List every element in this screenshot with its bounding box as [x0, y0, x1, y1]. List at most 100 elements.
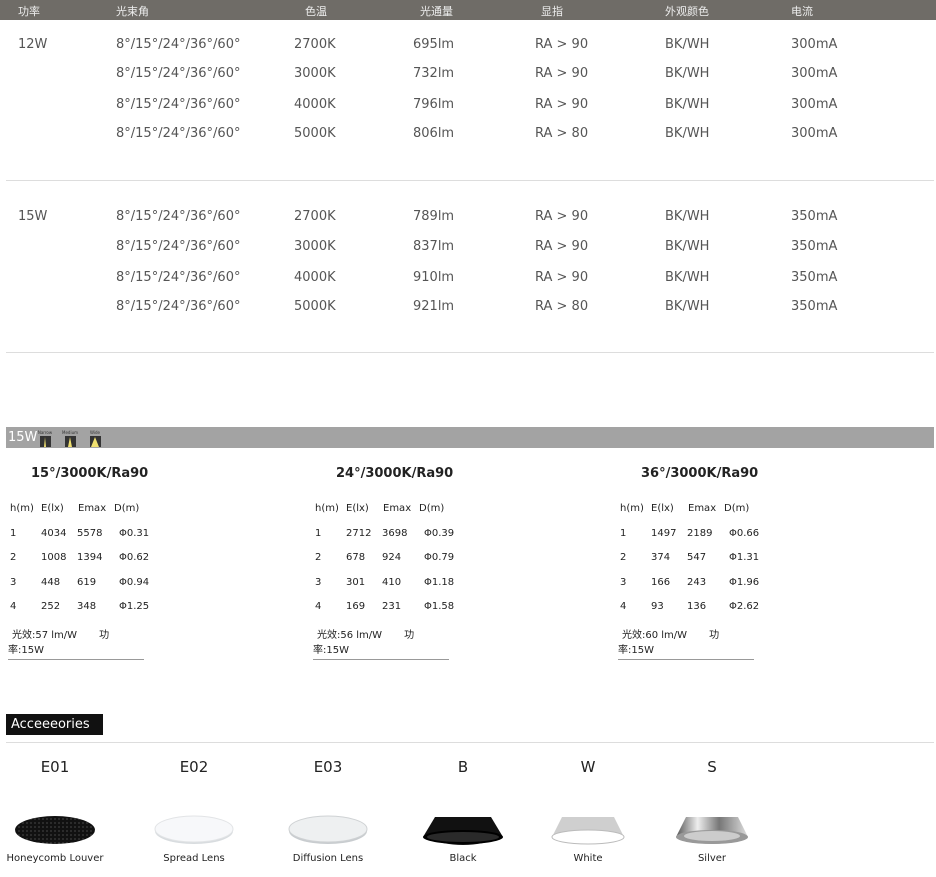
power-cell: 15W — [18, 209, 48, 224]
photometric-cell: 1497 — [651, 528, 677, 539]
spec-cell: 796lm — [413, 97, 455, 112]
photometric-cell: 301 — [346, 577, 366, 588]
spec-cell: 910lm — [413, 270, 455, 285]
spec-cell: BK/WH — [665, 126, 710, 141]
medium-beam-icon: Medium — [62, 430, 78, 447]
photometric-header: E(lx) — [651, 503, 674, 514]
header-cri: 显指 — [541, 5, 563, 18]
narrow-beam-icon: Narrow — [37, 430, 53, 447]
photometric-header: h(m) — [315, 503, 339, 514]
spec-cell: RA > 80 — [535, 126, 589, 141]
accessory-item: B Black — [403, 758, 523, 864]
spec-cell: 300mA — [791, 126, 838, 141]
photometric-cell: 2 — [10, 552, 17, 563]
accessory-name: Diffusion Lens — [292, 853, 364, 864]
photometric-cell: 619 — [77, 577, 97, 588]
spec-cell: BK/WH — [665, 239, 710, 254]
spec-cell: RA > 90 — [535, 66, 589, 81]
photometric-cell: Φ1.58 — [424, 601, 455, 612]
accessory-name: Honeycomb Louver — [6, 853, 104, 864]
accessory-code: E03 — [313, 758, 343, 776]
photometric-cell: 2189 — [687, 528, 713, 539]
spec-cell: 350mA — [791, 239, 838, 254]
photometric-cell: 4 — [620, 601, 627, 612]
accessory-item: E03 Diffusion Lens — [268, 758, 388, 864]
spec-cell: BK/WH — [665, 270, 710, 285]
accessory-code: B — [457, 758, 469, 776]
photometric-footer: 光效:60 lm/W 功率:15W — [618, 626, 754, 660]
photometric-header: h(m) — [620, 503, 644, 514]
accessories-label: Acceeeories — [6, 714, 103, 735]
accessory-code: S — [707, 758, 717, 776]
spec-cell: RA > 90 — [535, 239, 589, 254]
photometric-bar: 15W Narrow Medium Wide — [6, 427, 934, 448]
photometric-cell: Φ1.25 — [119, 601, 150, 612]
efficacy: 光效:57 lm/W — [12, 630, 78, 641]
spec-cell: 8°/15°/24°/36°/60° — [116, 66, 241, 81]
spec-table-header: 功率 光束角 色温 光通量 显指 外观颜色 电流 — [0, 0, 936, 20]
header-power: 功率 — [18, 5, 40, 18]
accessory-code: W — [580, 758, 596, 776]
spec-cell: 8°/15°/24°/36°/60° — [116, 299, 241, 314]
spec-cell: 300mA — [791, 97, 838, 112]
accessory-name: White — [573, 853, 603, 864]
divider — [6, 352, 934, 353]
spec-cell: BK/WH — [665, 97, 710, 112]
accessory-code: E02 — [179, 758, 209, 776]
photometric-cell: 136 — [687, 601, 707, 612]
photometric-cell: 3698 — [382, 528, 408, 539]
spec-cell: BK/WH — [665, 66, 710, 81]
photometric-cell: 4 — [315, 601, 322, 612]
spec-cell: RA > 80 — [535, 299, 589, 314]
photometric-cell: 231 — [382, 601, 402, 612]
accessory-black-reflector-icon — [403, 813, 523, 845]
spec-cell: BK/WH — [665, 299, 710, 314]
photometric-cell: 374 — [651, 552, 671, 563]
photometric-footer: 光效:56 lm/W 功率:15W — [313, 626, 449, 660]
spec-cell: BK/WH — [665, 209, 710, 224]
photometric-cell: Φ1.31 — [729, 552, 760, 563]
photometric-footer: 光效:57 lm/W 功率:15W — [8, 626, 144, 660]
accessory-item: E01 Honeycomb Louver — [0, 758, 115, 864]
spec-cell: BK/WH — [665, 37, 710, 52]
header-beam-angle: 光束角 — [116, 5, 149, 18]
photometric-cell: 678 — [346, 552, 366, 563]
spec-cell: 732lm — [413, 66, 455, 81]
accessory-item: E02 Spread Lens — [134, 758, 254, 864]
photometric-cell: 2 — [315, 552, 322, 563]
photometric-cell: 243 — [687, 577, 707, 588]
photometric-header: Emax — [383, 503, 412, 514]
power-label: 15W — [8, 430, 38, 445]
accessory-item: S Silver — [652, 758, 772, 864]
spec-cell: RA > 90 — [535, 270, 589, 285]
spec-cell: 8°/15°/24°/36°/60° — [116, 209, 241, 224]
photometric-cell: Φ0.62 — [119, 552, 150, 563]
efficacy: 光效:56 lm/W — [317, 630, 383, 641]
photometric-header: Emax — [688, 503, 717, 514]
photometric-header: Emax — [78, 503, 107, 514]
accessory-diffusion-lens-icon — [268, 813, 388, 845]
photometric-cell: Φ0.31 — [119, 528, 150, 539]
photometric-cell: 3 — [620, 577, 627, 588]
spec-cell: RA > 90 — [535, 209, 589, 224]
spec-cell: 5000K — [294, 126, 336, 141]
spec-cell: 5000K — [294, 299, 336, 314]
photometric-header: D(m) — [114, 503, 140, 514]
photometric-cell: 410 — [382, 577, 402, 588]
photometric-cell: 924 — [382, 552, 402, 563]
photometric-title: 24°/3000K/Ra90 — [336, 466, 454, 481]
spec-cell: 8°/15°/24°/36°/60° — [116, 97, 241, 112]
photometric-cell: 169 — [346, 601, 366, 612]
power: 功率:15W — [618, 630, 720, 656]
power-cell: 12W — [18, 37, 48, 52]
accessory-name: Black — [449, 853, 477, 864]
accessory-code: E01 — [40, 758, 70, 776]
power: 功率:15W — [8, 630, 110, 656]
spec-cell: 695lm — [413, 37, 455, 52]
accessory-honeycomb-louver-icon — [0, 813, 115, 845]
photometric-cell: Φ1.18 — [424, 577, 455, 588]
photometric-cell: 348 — [77, 601, 97, 612]
spec-cell: 8°/15°/24°/36°/60° — [116, 37, 241, 52]
wide-beam-icon: Wide — [87, 430, 103, 447]
photometric-cell: 547 — [687, 552, 707, 563]
